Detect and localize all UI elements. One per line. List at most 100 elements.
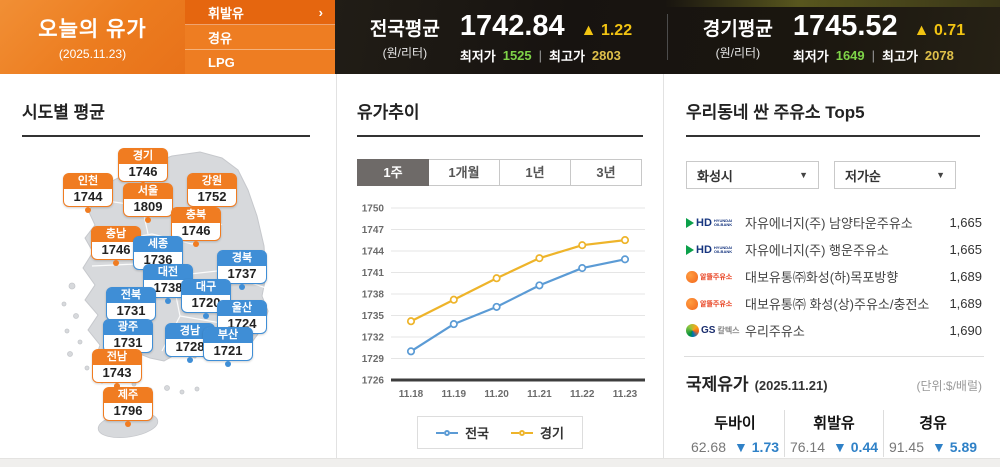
region-price: 1738 bbox=[153, 280, 183, 295]
region-badge[interactable]: 충남 1746 bbox=[91, 226, 141, 266]
legend-item-전국: 전국 bbox=[436, 423, 489, 442]
region-badge[interactable]: 경기 1746 bbox=[118, 148, 168, 188]
max-price-label: 최고가 bbox=[549, 48, 585, 64]
national-average-label: 전국평균 bbox=[369, 18, 440, 40]
tab-gasoline[interactable]: 휘발유 › bbox=[185, 0, 335, 25]
tab-3year[interactable]: 3년 bbox=[571, 159, 642, 186]
region-price: 1746 bbox=[101, 242, 131, 257]
hd-oilbank-logo: HD HYUNDAI OILBANK bbox=[686, 217, 732, 229]
svg-text:11.23: 11.23 bbox=[613, 389, 638, 400]
chevron-right-icon: › bbox=[318, 4, 323, 20]
region-badge[interactable]: 충북 1746 bbox=[171, 207, 221, 247]
gyeonggi-change: ▲ 0.71 bbox=[913, 21, 966, 39]
average-price-bar: 전국평균 (원/리터) 1742.84 ▲ 1.22 최저가 1525 | 최고… bbox=[335, 0, 1000, 74]
station-name: 대보유통㈜화성(하)목포방향 bbox=[745, 270, 899, 285]
region-badge[interactable]: 전남 1743 bbox=[92, 349, 142, 389]
section-divider bbox=[684, 356, 984, 357]
gyeonggi-average-label: 경기평균 bbox=[702, 18, 773, 40]
station-list: HD HYUNDAI OILBANK 자유에너지(주) 남양타운주유소 1,665 … bbox=[686, 209, 982, 344]
divider: | bbox=[871, 47, 876, 63]
svg-text:1735: 1735 bbox=[362, 311, 385, 322]
region-price: 1796 bbox=[113, 403, 143, 418]
region-price: 1752 bbox=[197, 189, 227, 204]
korea-map: 경기 1746 인천 1744 서울 1809 강원 1752 충북 1746 … bbox=[52, 146, 332, 458]
divider: | bbox=[538, 47, 543, 63]
international-oil-panel: 국제유가 (2025.11.21) (단위:$/배럴) 두바이 62.68 ▼ … bbox=[686, 370, 982, 457]
up-triangle-icon: ▲ bbox=[580, 21, 597, 39]
altteul-logo: 알뜰주유소 bbox=[686, 270, 732, 283]
price-trend-title: 유가추이 bbox=[357, 98, 643, 137]
region-marker-dot bbox=[193, 241, 199, 247]
vertical-divider bbox=[667, 14, 668, 60]
region-badge[interactable]: 광주 1731 bbox=[103, 319, 153, 359]
today-date: (2025.11.23) bbox=[58, 47, 127, 61]
region-price: 1736 bbox=[143, 252, 173, 267]
hd-oilbank-logo: HD HYUNDAI OILBANK bbox=[686, 244, 732, 256]
region-badge[interactable]: 전북 1731 bbox=[106, 287, 156, 327]
region-name: 대구 bbox=[182, 280, 230, 295]
price-trend-panel: 유가추이 1주 1개월 1년 3년 1726 1729 1732 1735 1738 17… bbox=[337, 74, 664, 458]
station-price: 1,665 bbox=[949, 242, 982, 257]
down-triangle-icon: ▼ bbox=[932, 439, 946, 455]
region-badge[interactable]: 서울 1809 bbox=[123, 183, 173, 223]
national-change: ▲ 1.22 bbox=[580, 21, 633, 39]
region-badge[interactable]: 경북 1737 bbox=[217, 250, 267, 290]
district-select[interactable]: 화성시 ▼ bbox=[686, 161, 819, 189]
station-row[interactable]: HD HYUNDAI OILBANK 자유에너지(주) 남양타운주유소 1,665 bbox=[686, 209, 982, 236]
station-filters: 화성시 ▼ 저가순 ▼ bbox=[686, 161, 982, 189]
region-name: 경남 bbox=[166, 324, 214, 339]
region-price: 1728 bbox=[175, 339, 205, 354]
tab-1week[interactable]: 1주 bbox=[357, 159, 429, 186]
station-row[interactable]: 알뜰주유소 대보유통㈜화성(하)목포방향 1,689 bbox=[686, 263, 982, 290]
intl-dubai-label: 두바이 bbox=[714, 415, 756, 432]
station-name: 대보유통㈜ 화성(상)주유소/충전소 bbox=[745, 297, 930, 312]
svg-text:11.19: 11.19 bbox=[442, 389, 467, 400]
tab-1year[interactable]: 1년 bbox=[500, 159, 571, 186]
tab-diesel[interactable]: 경유 › bbox=[185, 25, 335, 50]
svg-text:1738: 1738 bbox=[362, 290, 385, 301]
station-row[interactable]: 알뜰주유소 대보유통㈜ 화성(상)주유소/충전소 1,689 bbox=[686, 290, 982, 317]
region-name: 경기 bbox=[119, 149, 167, 164]
region-marker-dot bbox=[114, 383, 120, 389]
intl-diesel-change: ▼ 5.89 bbox=[932, 439, 978, 455]
tab-lpg-label: LPG bbox=[208, 54, 235, 70]
region-name: 서울 bbox=[124, 184, 172, 199]
top-header: 오늘의 유가 (2025.11.23) 휘발유 › 경유 › LPG › 전국평… bbox=[0, 0, 1000, 74]
station-brand-logo: HD HYUNDAI OILBANK bbox=[686, 217, 745, 229]
station-price: 1,665 bbox=[949, 215, 982, 230]
regional-average-panel: 시도별 평균 bbox=[0, 74, 337, 458]
region-name: 충남 bbox=[92, 227, 140, 242]
max-price-label: 최고가 bbox=[882, 48, 918, 64]
region-badge[interactable]: 세종 1736 bbox=[133, 236, 183, 276]
fuel-type-tabs: 휘발유 › 경유 › LPG › bbox=[185, 0, 335, 74]
station-brand-logo: 알뜰주유소 bbox=[686, 270, 745, 283]
tab-1month[interactable]: 1개월 bbox=[429, 159, 500, 186]
region-badge[interactable]: 대구 1720 bbox=[181, 279, 231, 319]
station-row[interactable]: GS 칼텍스 우리주유소 1,690 bbox=[686, 317, 982, 344]
station-row[interactable]: HD HYUNDAI OILBANK 자유에너지(주) 행운주유소 1,665 bbox=[686, 236, 982, 263]
region-badge[interactable]: 인천 1744 bbox=[63, 173, 113, 213]
gyeonggi-average-value: 1745.52 bbox=[792, 9, 898, 42]
region-badge[interactable]: 부산 1721 bbox=[203, 327, 253, 367]
regional-average-title: 시도별 평균 bbox=[22, 98, 310, 137]
region-badge[interactable]: 제주 1796 bbox=[103, 387, 153, 427]
bottom-strip bbox=[0, 458, 1000, 467]
region-marker-dot bbox=[113, 260, 119, 266]
tab-lpg[interactable]: LPG › bbox=[185, 50, 335, 74]
intl-diesel: 경유 91.45 ▼ 5.89 bbox=[883, 410, 982, 457]
min-price-value: 1525 bbox=[502, 47, 532, 63]
app-title-panel: 오늘의 유가 (2025.11.23) bbox=[0, 0, 185, 74]
page-title: 오늘의 유가 bbox=[38, 18, 147, 41]
national-average: 전국평균 (원/리터) 1742.84 ▲ 1.22 최저가 1525 | 최고… bbox=[335, 10, 667, 65]
sort-select[interactable]: 저가순 ▼ bbox=[834, 161, 956, 189]
tab-diesel-label: 경유 bbox=[208, 30, 232, 46]
max-price-value: 2078 bbox=[924, 47, 954, 63]
price-unit: (원/리터) bbox=[715, 45, 761, 60]
station-brand-logo: HD HYUNDAI OILBANK bbox=[686, 244, 745, 256]
svg-text:1747: 1747 bbox=[362, 225, 385, 236]
chevron-down-icon: ▼ bbox=[936, 170, 945, 180]
region-name: 경북 bbox=[218, 251, 266, 266]
svg-text:11.20: 11.20 bbox=[484, 389, 509, 400]
intl-gasoline: 휘발유 76.14 ▼ 0.44 bbox=[784, 410, 883, 457]
region-badge[interactable]: 강원 1752 bbox=[187, 173, 237, 213]
